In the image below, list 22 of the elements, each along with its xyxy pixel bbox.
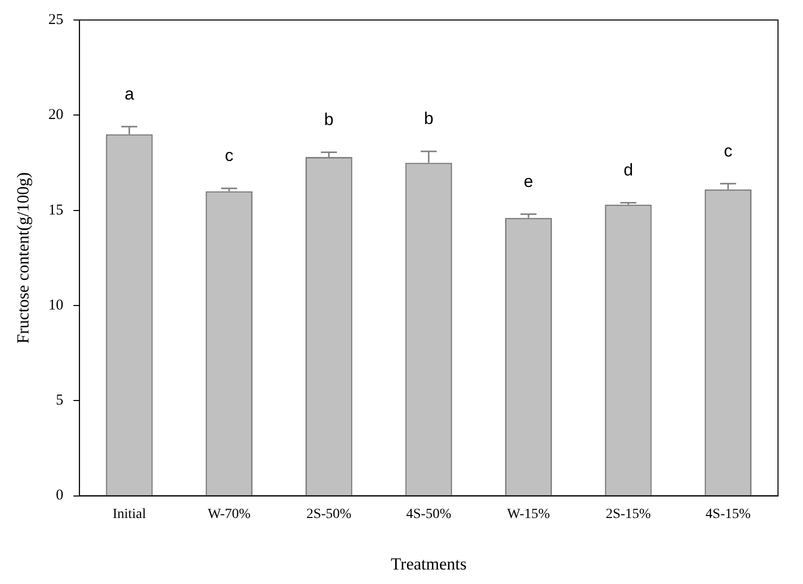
x-tick-label: W-15% — [507, 506, 550, 522]
annotation: b — [324, 110, 334, 129]
x-tick-label: 4S-15% — [706, 506, 751, 522]
y-axis-title: Fructose content(g/100g) — [14, 172, 33, 344]
annotation: c — [224, 146, 234, 166]
annotation: a — [124, 84, 135, 104]
x-tick-label: 2S-50% — [306, 506, 352, 522]
annotation: b — [424, 109, 434, 128]
x-tick-label: Initial — [112, 506, 146, 522]
x-tick-label: W-70% — [208, 506, 251, 522]
y-tick-label: 25 — [48, 12, 64, 28]
x-tick-label: 4S-50% — [406, 506, 452, 522]
y-tick-label: 10 — [48, 297, 64, 314]
y-tick-label: 0 — [56, 488, 64, 504]
annotation: d — [624, 160, 634, 180]
x-tick-label: 2S-15% — [606, 506, 652, 522]
annotation: e — [524, 172, 534, 191]
y-tick-label: 20 — [48, 107, 64, 124]
y-tick-label: 5 — [56, 392, 64, 409]
annotation: c — [724, 141, 733, 160]
x-axis-title: Treatments — [390, 554, 467, 574]
y-tick-label: 15 — [48, 202, 64, 218]
